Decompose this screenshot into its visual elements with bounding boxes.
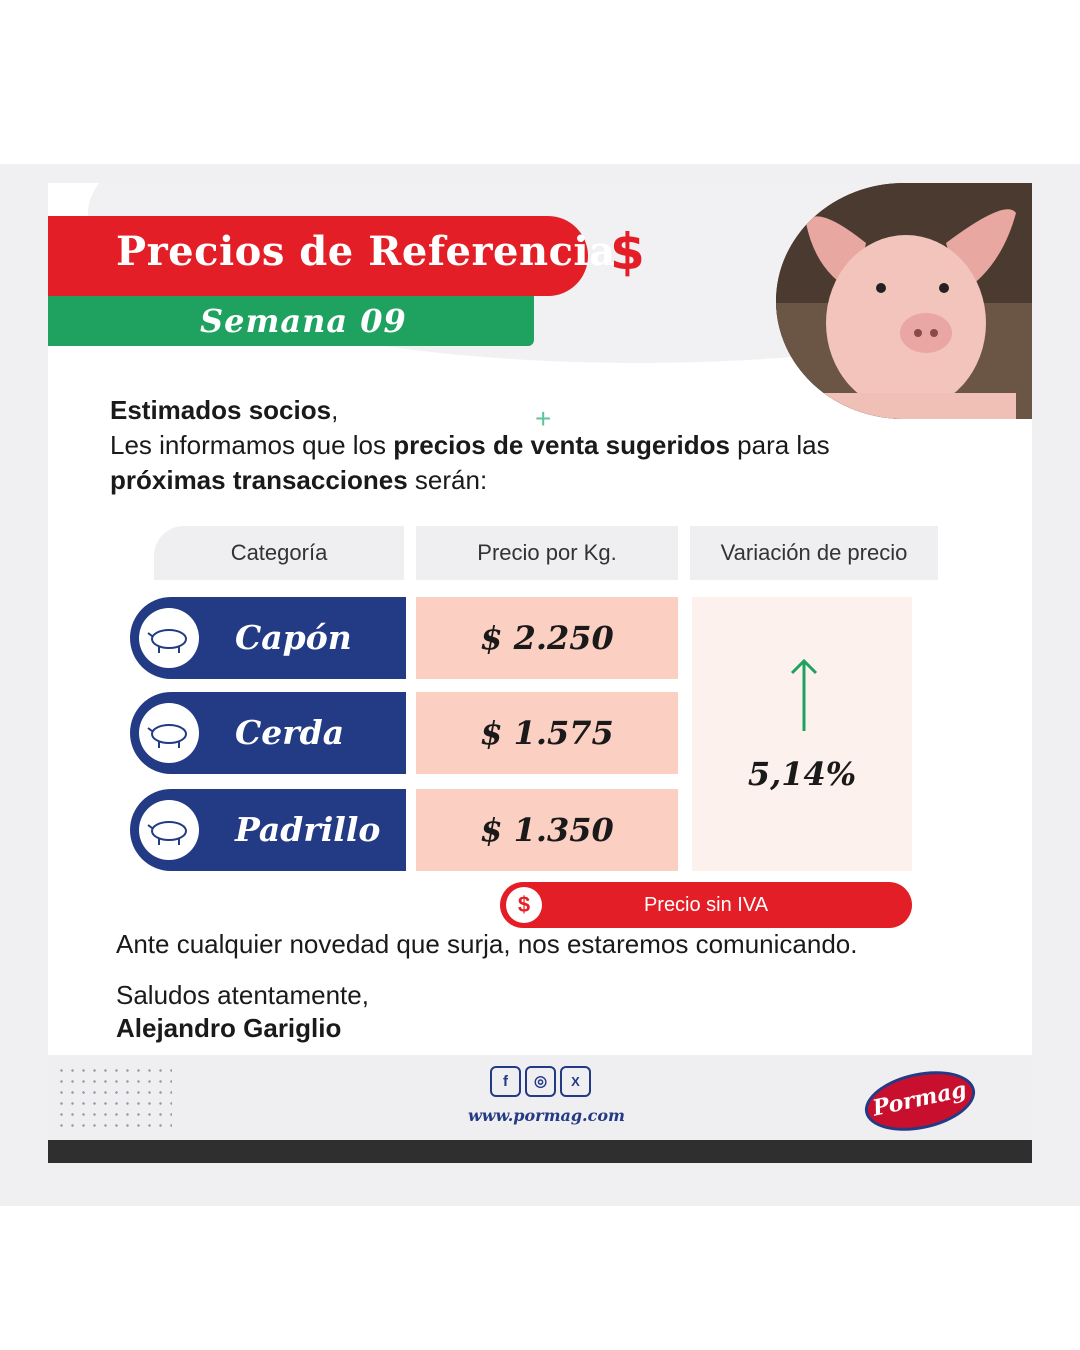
x-icon[interactable]: X xyxy=(560,1066,591,1097)
plus-decoration: + xyxy=(535,403,552,434)
intro-line2-a: Les informamos que los xyxy=(110,430,394,460)
price-value: $ 1.575 xyxy=(480,714,614,752)
pig-icon xyxy=(139,800,199,860)
closing-line: Ante cualquier novedad que surja, nos es… xyxy=(116,929,858,959)
logo-text: Pormag xyxy=(870,1076,969,1122)
intro-text: Estimados socios, Les informamos que los… xyxy=(110,393,930,498)
price-cell: $ 1.350 xyxy=(416,789,678,871)
intro-line3-b: serán: xyxy=(407,465,488,495)
title-banner xyxy=(48,216,588,296)
intro-line2-b: precios de venta sugeridos xyxy=(393,430,730,460)
pig-icon xyxy=(139,703,199,763)
header-price: Precio por Kg. xyxy=(416,526,678,580)
facebook-icon[interactable]: f xyxy=(490,1066,521,1097)
iva-label: Precio sin IVA xyxy=(643,894,769,916)
variation-cell: 5,14% xyxy=(692,597,912,871)
website-link[interactable]: www.pormag.com xyxy=(468,1106,625,1125)
signature: Alejandro Gariglio xyxy=(116,1013,342,1043)
page-title: Precios de Referencia xyxy=(116,228,616,275)
price-card: Precios de Referencia $ Semana 09 + Esti… xyxy=(48,183,1032,1163)
dollar-circle-icon: $ xyxy=(506,887,542,923)
header-category: Categoría xyxy=(154,526,404,580)
intro-line3-a: próximas transacciones xyxy=(110,465,408,495)
intro-line2-c: para las xyxy=(729,430,830,460)
greeting-punct: , xyxy=(331,395,339,425)
iva-badge: Precio sin IVA $ xyxy=(500,882,912,928)
closing-text: Ante cualquier novedad que surja, nos es… xyxy=(116,928,857,1045)
price-value: $ 2.250 xyxy=(480,619,614,657)
price-cell: $ 2.250 xyxy=(416,597,678,679)
week-label: Semana 09 xyxy=(200,302,407,340)
price-value: $ 1.350 xyxy=(480,811,614,849)
up-arrow-icon xyxy=(790,658,818,731)
footer: f ◎ X www.pormag.com Pormag xyxy=(48,1055,1032,1141)
pormag-logo: Pormag xyxy=(859,1061,981,1141)
variation-value: 5,14% xyxy=(747,755,857,793)
footer-bar xyxy=(48,1140,1032,1163)
category-capon: Capón xyxy=(130,597,406,679)
category-cerda: Cerda xyxy=(130,692,406,774)
instagram-icon[interactable]: ◎ xyxy=(525,1066,556,1097)
greeting: Estimados socios xyxy=(110,395,332,425)
header-variation: Variación de precio xyxy=(690,526,938,580)
dollar-icon: $ xyxy=(610,223,645,281)
dot-pattern xyxy=(56,1065,172,1135)
pig-icon xyxy=(139,608,199,668)
category-padrillo: Padrillo xyxy=(130,789,406,871)
price-cell: $ 1.575 xyxy=(416,692,678,774)
salutation: Saludos atentamente, xyxy=(116,980,369,1010)
category-label: Padrillo xyxy=(235,810,381,849)
category-label: Capón xyxy=(235,618,352,657)
week-banner xyxy=(48,296,534,346)
pig-photo xyxy=(776,183,1032,419)
category-label: Cerda xyxy=(235,713,345,752)
